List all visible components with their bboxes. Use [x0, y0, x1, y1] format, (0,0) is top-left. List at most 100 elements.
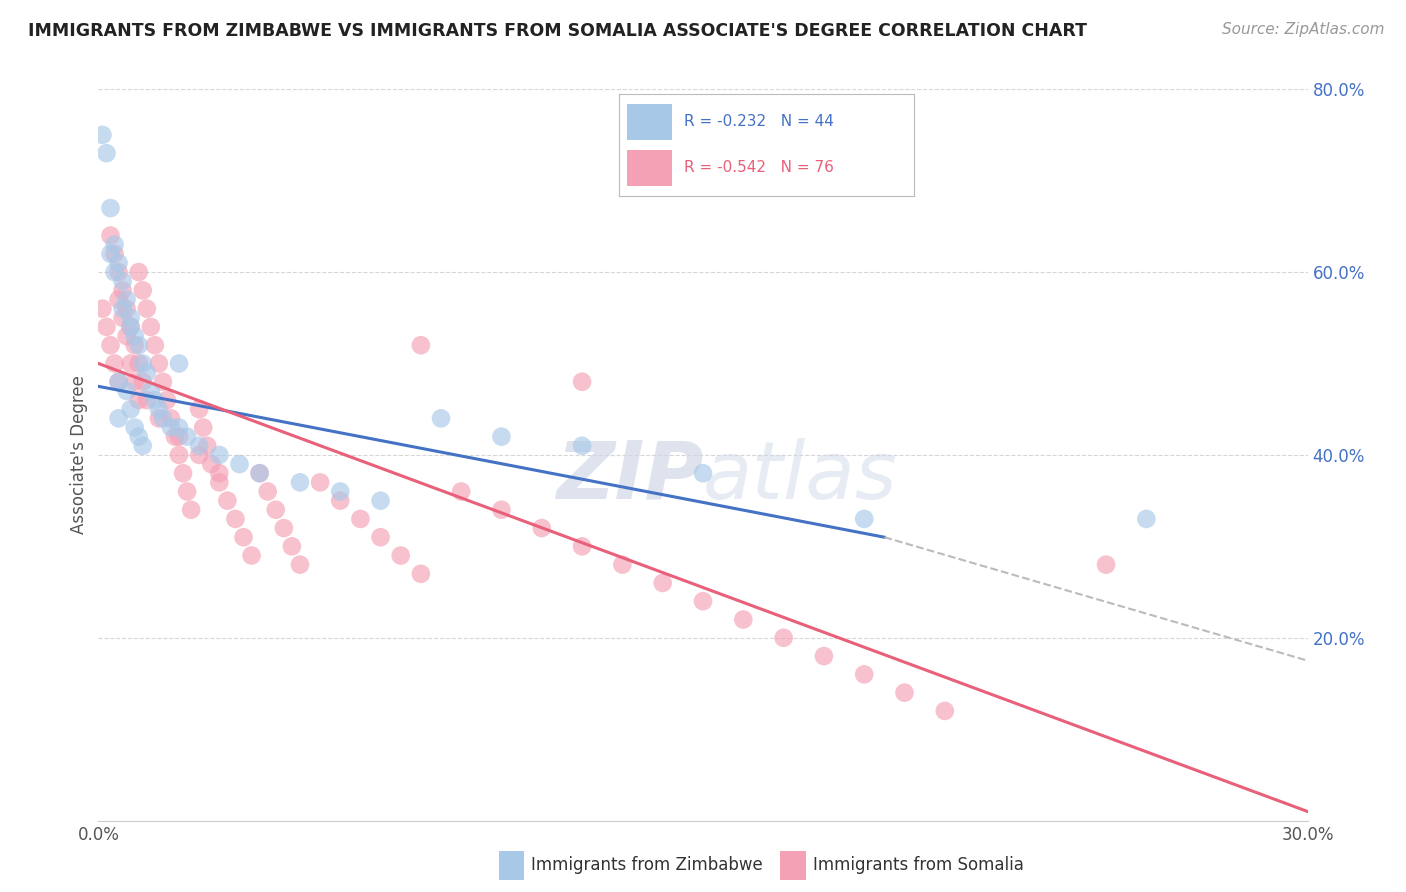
Point	[148, 356, 170, 371]
Point	[124, 338, 146, 352]
Point	[167, 448, 190, 462]
Point	[1135, 512, 1157, 526]
Point	[167, 356, 190, 371]
Point	[103, 246, 125, 260]
Point	[91, 128, 114, 142]
Point	[132, 375, 155, 389]
Point	[491, 430, 513, 444]
Point	[571, 439, 593, 453]
Point	[132, 439, 155, 453]
Point	[188, 402, 211, 417]
Point	[934, 704, 956, 718]
Point	[692, 466, 714, 480]
Point	[120, 402, 142, 417]
Point	[167, 420, 190, 434]
Point	[188, 439, 211, 453]
Point	[450, 484, 472, 499]
Point	[491, 503, 513, 517]
Point	[107, 293, 129, 307]
Point	[115, 384, 138, 398]
Point	[893, 686, 915, 700]
Bar	[627, 150, 672, 186]
Point	[1095, 558, 1118, 572]
Point	[111, 284, 134, 298]
Point	[100, 246, 122, 260]
Point	[651, 576, 673, 591]
Text: Source: ZipAtlas.com: Source: ZipAtlas.com	[1222, 22, 1385, 37]
Point	[120, 319, 142, 334]
Point	[281, 539, 304, 553]
Point	[139, 319, 162, 334]
Point	[430, 411, 453, 425]
Point	[100, 201, 122, 215]
Point	[91, 301, 114, 316]
Point	[176, 484, 198, 499]
Point	[148, 402, 170, 417]
Point	[128, 392, 150, 407]
Point	[120, 319, 142, 334]
Y-axis label: Associate's Degree: Associate's Degree	[70, 376, 89, 534]
Point	[389, 549, 412, 563]
Text: Immigrants from Somalia: Immigrants from Somalia	[813, 856, 1024, 874]
Point	[135, 301, 157, 316]
Point	[128, 265, 150, 279]
Point	[120, 310, 142, 325]
Point	[111, 274, 134, 288]
Point	[273, 521, 295, 535]
Point	[120, 356, 142, 371]
Point	[115, 301, 138, 316]
Point	[115, 293, 138, 307]
Text: IMMIGRANTS FROM ZIMBABWE VS IMMIGRANTS FROM SOMALIA ASSOCIATE'S DEGREE CORRELATI: IMMIGRANTS FROM ZIMBABWE VS IMMIGRANTS F…	[28, 22, 1087, 40]
Point	[228, 457, 250, 471]
Point	[96, 319, 118, 334]
Point	[128, 338, 150, 352]
Text: R = -0.542   N = 76: R = -0.542 N = 76	[683, 160, 834, 175]
Point	[853, 512, 876, 526]
Point	[772, 631, 794, 645]
Point	[128, 356, 150, 371]
Point	[612, 558, 634, 572]
Point	[135, 366, 157, 380]
Point	[167, 430, 190, 444]
Point	[409, 338, 432, 352]
Point	[370, 530, 392, 544]
Point	[107, 411, 129, 425]
Point	[571, 539, 593, 553]
Point	[107, 265, 129, 279]
Text: R = -0.232   N = 44: R = -0.232 N = 44	[683, 114, 834, 128]
Point	[128, 430, 150, 444]
Point	[143, 338, 166, 352]
Point	[139, 384, 162, 398]
Point	[208, 448, 231, 462]
Point	[124, 375, 146, 389]
Point	[132, 284, 155, 298]
Point	[309, 475, 332, 490]
Text: Immigrants from Zimbabwe: Immigrants from Zimbabwe	[531, 856, 763, 874]
Point	[349, 512, 371, 526]
Point	[103, 237, 125, 252]
Point	[288, 558, 311, 572]
Point	[100, 338, 122, 352]
Point	[530, 521, 553, 535]
Point	[208, 475, 231, 490]
Point	[160, 420, 183, 434]
Point	[249, 466, 271, 480]
Point	[409, 566, 432, 581]
Text: ZIP: ZIP	[555, 438, 703, 516]
Point	[195, 439, 218, 453]
Point	[111, 310, 134, 325]
Point	[217, 493, 239, 508]
Point	[188, 448, 211, 462]
Point	[124, 420, 146, 434]
Point	[143, 392, 166, 407]
Point	[176, 430, 198, 444]
Point	[180, 503, 202, 517]
Point	[692, 594, 714, 608]
Text: atlas: atlas	[703, 438, 898, 516]
Point	[256, 484, 278, 499]
Point	[224, 512, 246, 526]
Point	[103, 356, 125, 371]
Point	[163, 430, 186, 444]
Point	[240, 549, 263, 563]
Point	[100, 228, 122, 243]
